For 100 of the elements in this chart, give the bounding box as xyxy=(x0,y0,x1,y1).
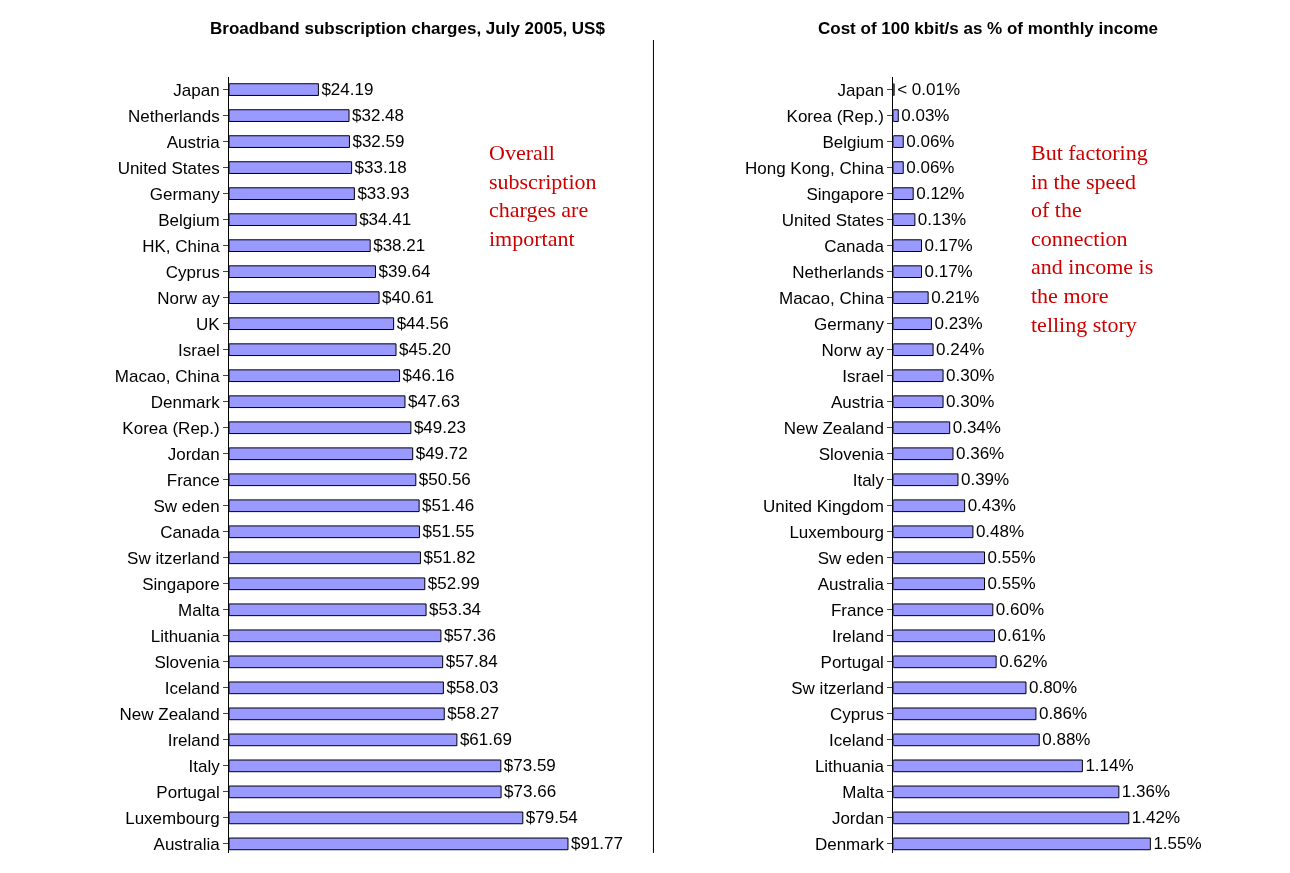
y-tick-label: Israel xyxy=(842,366,884,386)
data-label: $44.56 xyxy=(396,314,449,334)
data-label: $51.82 xyxy=(423,548,476,568)
data-label: 0.88% xyxy=(1042,730,1091,750)
y-tick-label: Norw ay xyxy=(157,288,221,308)
data-label: $51.55 xyxy=(422,522,475,542)
y-tick-label: Jordan xyxy=(167,444,220,464)
y-tick-label: United States xyxy=(117,158,220,178)
y-tick-label: Israel xyxy=(178,340,220,360)
y-tick-label: Belgium xyxy=(822,132,884,152)
y-tick-label: Cyprus xyxy=(830,704,884,724)
data-label: 0.61% xyxy=(997,626,1046,646)
data-label: 1.55% xyxy=(1153,834,1202,854)
data-label: 0.12% xyxy=(916,184,965,204)
data-label: $38.21 xyxy=(373,236,426,256)
y-tick-label: Italy xyxy=(852,470,885,490)
data-label: 0.23% xyxy=(934,314,983,334)
y-tick-label: Hong Kong, China xyxy=(744,158,885,178)
data-label: 0.06% xyxy=(906,158,955,178)
y-tick-label: Austria xyxy=(830,392,885,412)
data-label: $34.41 xyxy=(359,210,412,230)
y-tick-label: Portugal xyxy=(820,652,884,672)
data-label: $39.64 xyxy=(378,262,431,282)
data-label: 1.14% xyxy=(1085,756,1134,776)
y-tick-label: Slovenia xyxy=(818,444,885,464)
data-label: 0.80% xyxy=(1028,678,1078,698)
data-label: 0.43% xyxy=(967,496,1016,516)
y-tick-label: Australia xyxy=(153,834,221,854)
y-tick-label: Netherlands xyxy=(792,262,884,282)
y-tick-label: United Kingdom xyxy=(762,496,884,516)
y-tick-label: Slovenia xyxy=(154,652,221,672)
y-tick-label: Sw itzerland xyxy=(127,548,220,568)
data-label: 1.36% xyxy=(1121,782,1171,802)
chart-title: Broadband subscription charges, July 2005, US$ xyxy=(210,19,606,38)
y-tick-label: Germany xyxy=(813,314,885,334)
data-label: 0.60% xyxy=(995,600,1045,620)
data-label: $24.19 xyxy=(321,80,374,100)
data-label: $32.48 xyxy=(352,106,405,126)
data-label: $45.20 xyxy=(399,340,451,360)
data-label: 0.30% xyxy=(946,392,995,412)
y-tick-label: New Zealand xyxy=(783,418,884,438)
y-tick-label: Norw ay xyxy=(821,340,885,360)
data-label: $61.69 xyxy=(459,730,512,750)
y-tick-label: Denmark xyxy=(814,834,885,854)
data-label: 0.55% xyxy=(987,548,1036,568)
data-label: 0.03% xyxy=(901,106,950,126)
data-label: $79.54 xyxy=(525,808,578,828)
data-label: 0.86% xyxy=(1038,704,1088,724)
data-label: $46.16 xyxy=(402,366,455,386)
data-label: 0.24% xyxy=(936,340,985,360)
y-tick-label: Iceland xyxy=(829,730,884,750)
data-label: $52.99 xyxy=(427,574,480,594)
y-tick-label: Luxembourg xyxy=(125,808,220,828)
data-label: 0.17% xyxy=(924,262,973,282)
y-tick-label: Macao, China xyxy=(779,288,885,308)
data-label: 0.34% xyxy=(952,418,1001,438)
annotation: Overall subscription charges are important xyxy=(489,140,597,251)
data-label: $73.59 xyxy=(503,756,556,776)
y-tick-label: Lithuania xyxy=(150,626,221,646)
data-label: 0.55% xyxy=(987,574,1036,594)
data-label: $33.93 xyxy=(357,184,410,204)
y-tick-label: Canada xyxy=(824,236,885,256)
y-tick-label: Korea (Rep.) xyxy=(122,418,220,438)
data-label: $57.36 xyxy=(443,626,496,646)
y-tick-label: Lithuania xyxy=(814,756,885,776)
data-label: $53.34 xyxy=(429,600,482,620)
y-tick-label: Luxembourg xyxy=(789,522,884,542)
y-tick-label: Netherlands xyxy=(128,106,220,126)
y-tick-label: Singapore xyxy=(806,184,884,204)
y-tick-label: Denmark xyxy=(150,392,221,412)
y-tick-label: UK xyxy=(196,314,221,334)
data-label: $33.18 xyxy=(354,158,407,178)
data-label: 0.13% xyxy=(917,210,967,230)
data-label: $32.59 xyxy=(352,132,405,152)
data-label: 0.21% xyxy=(931,288,980,308)
y-tick-label: France xyxy=(166,470,220,490)
y-tick-label: Ireland xyxy=(167,730,220,750)
y-tick-label: HK, China xyxy=(142,236,221,256)
data-label: $73.66 xyxy=(504,782,557,802)
y-tick-label: Japan xyxy=(837,80,884,100)
data-label: $57.84 xyxy=(445,652,498,672)
y-tick-label: Ireland xyxy=(831,626,884,646)
y-tick-label: France xyxy=(830,600,884,620)
y-tick-label: Italy xyxy=(188,756,221,776)
y-tick-label: Australia xyxy=(817,574,885,594)
y-tick-label: Germany xyxy=(149,184,221,204)
data-label: $47.63 xyxy=(407,392,460,412)
y-tick-label: Portugal xyxy=(156,782,220,802)
data-label: 0.36% xyxy=(956,444,1005,464)
data-label: 0.06% xyxy=(906,132,955,152)
chart-title: Cost of 100 kbit/s as % of monthly income xyxy=(818,19,1159,38)
y-tick-label: Iceland xyxy=(164,678,220,698)
y-tick-label: Korea (Rep.) xyxy=(786,106,884,126)
data-label: $49.72 xyxy=(415,444,468,464)
y-tick-label: Jordan xyxy=(831,808,884,828)
data-label: $58.03 xyxy=(446,678,499,698)
data-label: $91.77 xyxy=(570,834,623,854)
data-label: < 0.01% xyxy=(897,80,960,100)
y-tick-label: Singapore xyxy=(142,574,220,594)
data-label: $50.56 xyxy=(418,470,471,490)
